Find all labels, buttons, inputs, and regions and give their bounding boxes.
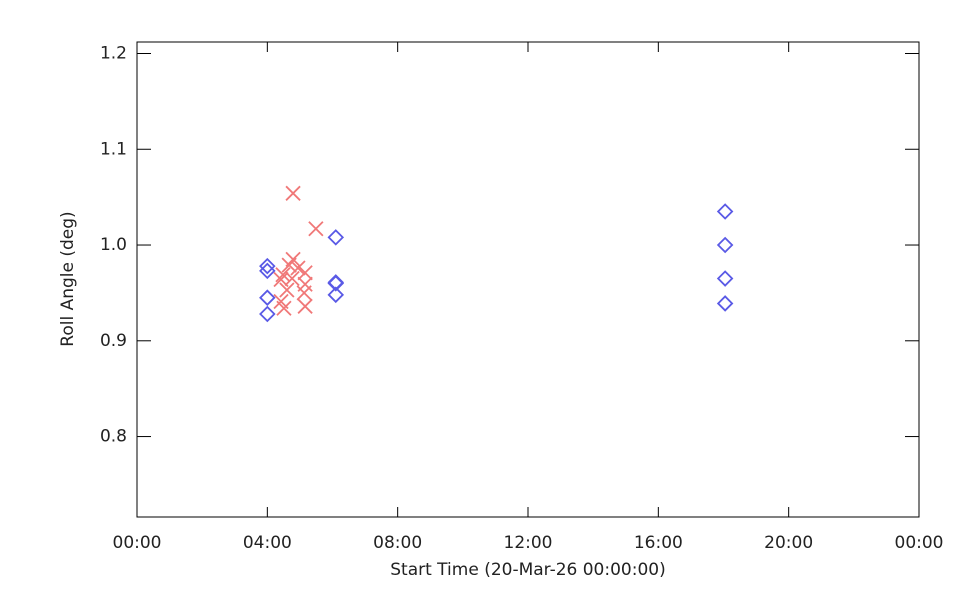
data-point bbox=[290, 260, 306, 276]
data-point bbox=[276, 300, 292, 316]
x-tick-label: 08:00 bbox=[373, 533, 422, 553]
data-point bbox=[716, 270, 734, 287]
x-tick-label: 12:00 bbox=[504, 533, 553, 553]
data-point bbox=[327, 275, 345, 292]
data-point bbox=[281, 257, 297, 273]
data-point bbox=[259, 289, 276, 306]
data-point bbox=[296, 285, 312, 301]
x-axis-label: Start Time (20-Mar-26 00:00:00) bbox=[390, 560, 665, 580]
data-point bbox=[285, 185, 301, 201]
data-point bbox=[297, 265, 313, 281]
x-tick-label: 00:00 bbox=[113, 533, 162, 553]
data-point bbox=[259, 257, 276, 275]
data-point bbox=[297, 298, 313, 314]
data-point bbox=[716, 203, 734, 220]
data-point bbox=[275, 267, 291, 283]
data-point bbox=[308, 221, 324, 237]
x-tick-label: 04:00 bbox=[243, 533, 292, 553]
data-point bbox=[716, 295, 734, 312]
x-tick-label: 20:00 bbox=[764, 533, 813, 553]
data-point bbox=[327, 286, 345, 304]
x-tick-label: 00:00 bbox=[895, 533, 944, 553]
y-tick-label: 1.1 bbox=[100, 139, 127, 159]
data-point bbox=[716, 236, 734, 254]
data-point bbox=[284, 270, 300, 287]
y-axis-label: Roll Angle (deg) bbox=[58, 211, 78, 346]
data-point bbox=[259, 305, 276, 323]
data-point bbox=[279, 282, 295, 298]
data-point bbox=[327, 229, 345, 246]
y-tick-label: 1.2 bbox=[100, 43, 127, 63]
data-point bbox=[259, 262, 276, 280]
x-tick-label: 16:00 bbox=[634, 533, 683, 553]
y-tick-label: 1.0 bbox=[100, 235, 127, 255]
y-tick-label: 0.8 bbox=[100, 427, 127, 447]
y-tick-label: 0.9 bbox=[100, 331, 127, 351]
plot-frame bbox=[136, 41, 920, 518]
